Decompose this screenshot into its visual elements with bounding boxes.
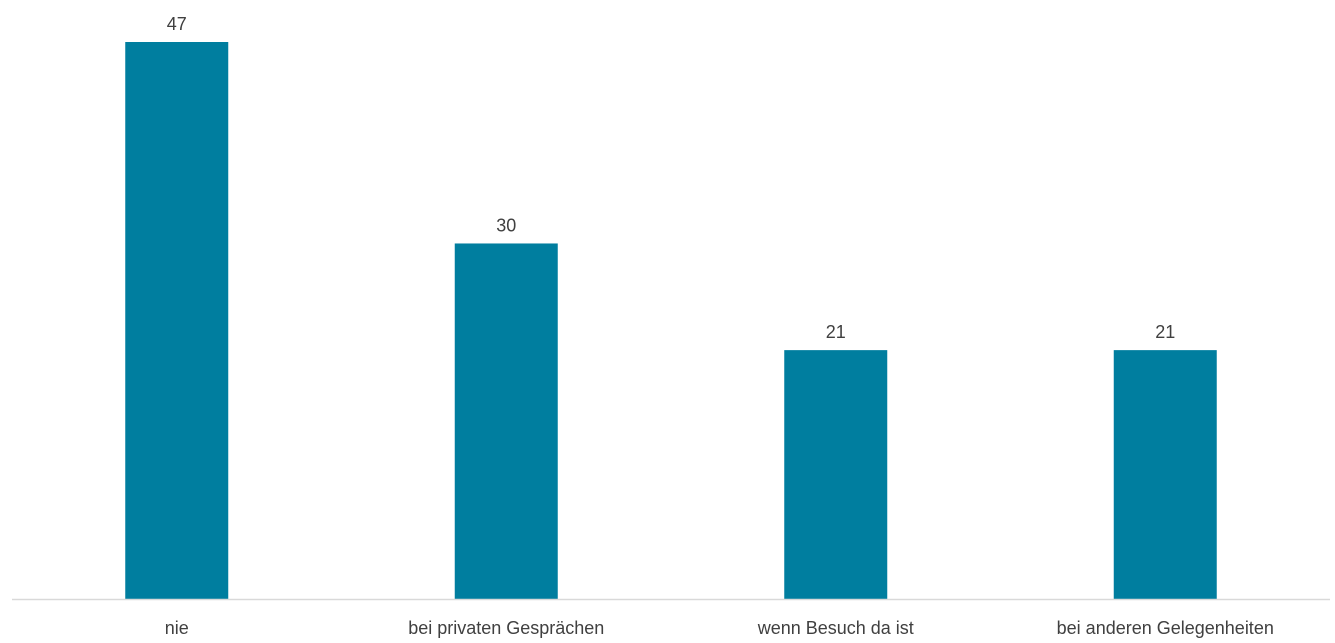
data-label-0: 47 [167,14,187,34]
value-labels-group: 47 30 21 21 [167,14,1176,342]
data-label-2: 21 [826,322,846,342]
category-label-3: bei anderen Gelegenheiten [1057,618,1274,638]
bar-0 [125,42,229,599]
category-label-1: bei privaten Gesprächen [408,618,604,638]
bar-1 [454,243,558,599]
bar-2 [784,350,888,599]
category-label-2: wenn Besuch da ist [757,618,914,638]
category-labels-group: nie bei privaten Gesprächen wenn Besuch da… [165,618,1274,638]
data-label-3: 21 [1155,322,1175,342]
bars-group [125,42,1217,599]
bar-3 [1113,350,1217,599]
data-label-1: 30 [496,215,516,235]
category-label-0: nie [165,618,189,638]
